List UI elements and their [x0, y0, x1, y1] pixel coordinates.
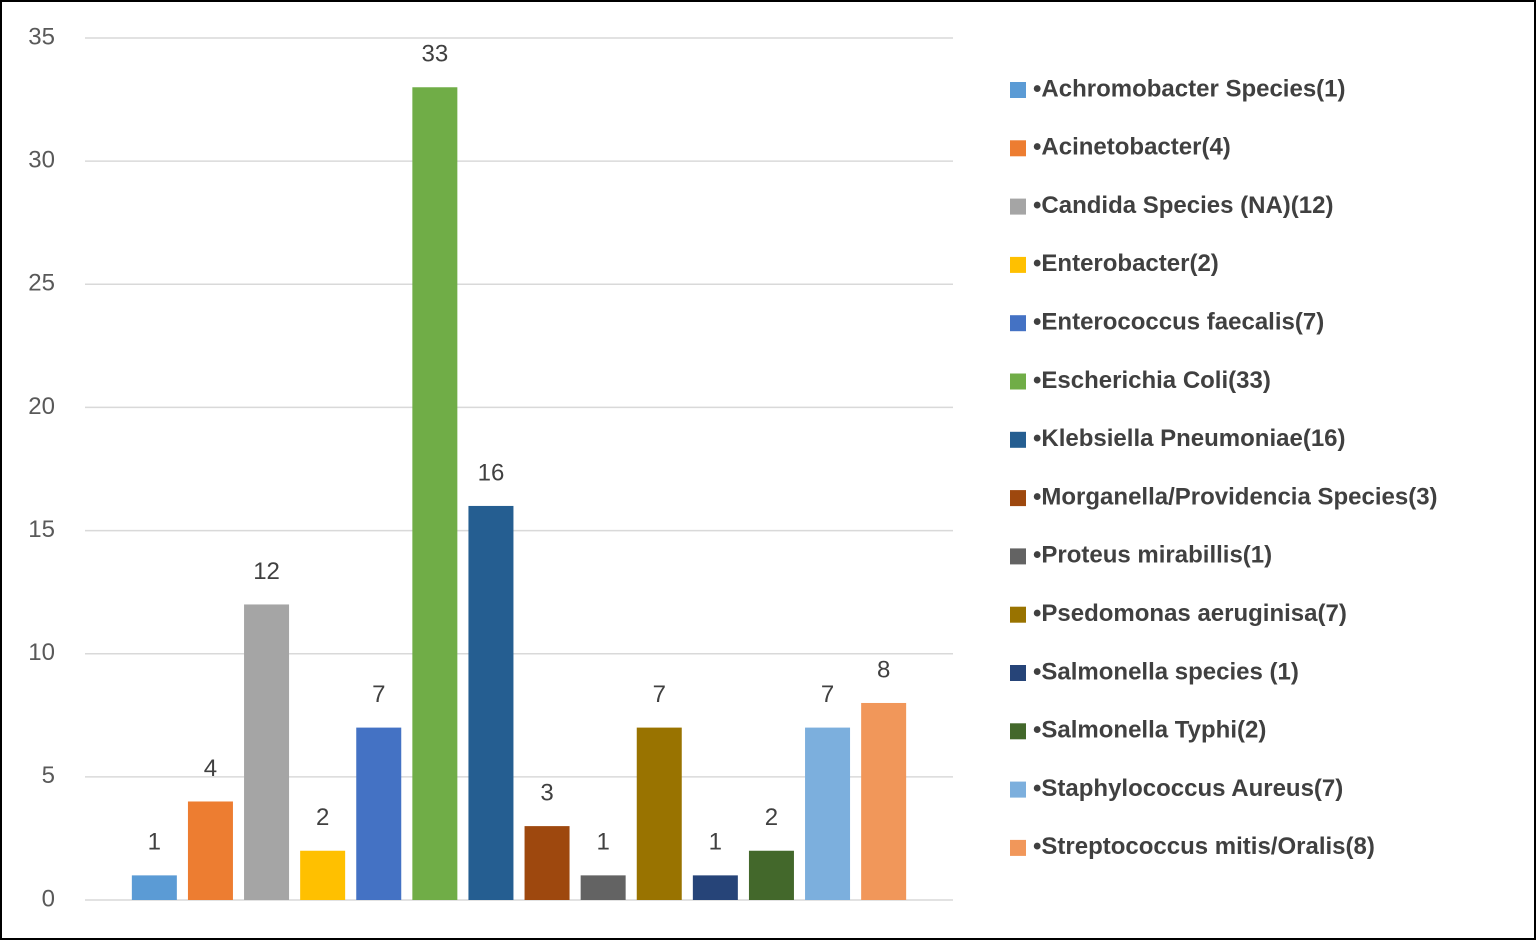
legend-label: •Candida Species (NA)(12): [1033, 192, 1333, 219]
data-label: 7: [653, 681, 666, 708]
legend-label: •Salmonella Typhi(2): [1033, 717, 1266, 744]
legend-label: •Achromobacter Species(1): [1033, 75, 1346, 102]
data-label: 1: [709, 829, 722, 856]
legend-label: •Morganella/Providencia Species(3): [1033, 483, 1438, 510]
legend-swatch: [1010, 839, 1026, 856]
legend-swatch: [1010, 723, 1026, 740]
data-label: 3: [540, 779, 553, 806]
bar: [412, 87, 458, 900]
legend-swatch: [1010, 665, 1026, 681]
bar: [187, 801, 233, 900]
data-label: 7: [372, 681, 385, 708]
data-label: 7: [821, 681, 834, 708]
y-tick-label: 5: [42, 762, 55, 789]
legend-label: •Staphylococcus Aureus(7): [1033, 775, 1343, 802]
y-tick-label: 25: [28, 270, 55, 297]
y-tick-label: 0: [42, 885, 55, 912]
legend-swatch: [1010, 373, 1026, 390]
legend-swatch: [1010, 82, 1026, 98]
bar: [524, 826, 570, 900]
legend-swatch: [1010, 315, 1026, 332]
bar: [131, 875, 177, 900]
bar: [300, 850, 346, 900]
bar: [580, 875, 626, 900]
data-label: 1: [148, 829, 161, 856]
y-tick-label: 10: [28, 639, 55, 666]
legend-label: •Acinetobacter(4): [1033, 134, 1231, 161]
legend-swatch: [1010, 140, 1026, 157]
legend-swatch: [1010, 548, 1026, 565]
y-tick-label: 15: [28, 516, 55, 543]
legend-label: •Salmonella species (1): [1033, 658, 1299, 685]
legend-label: •Escherichia Coli(33): [1033, 367, 1271, 394]
legend-swatch: [1010, 431, 1026, 448]
legend-swatch: [1010, 606, 1026, 623]
data-label: 12: [253, 558, 280, 585]
legend-label: •Enterococcus faecalis(7): [1033, 309, 1324, 336]
data-label: 33: [421, 41, 448, 68]
data-label: 16: [478, 459, 505, 486]
y-tick-label: 20: [28, 393, 55, 420]
bar: [805, 727, 851, 900]
legend-swatch: [1010, 490, 1026, 507]
legend-swatch: [1010, 198, 1026, 215]
legend-swatch: [1010, 781, 1026, 798]
data-label: 8: [877, 656, 890, 683]
legend-label: •Psedomonas aeruginisa(7): [1033, 600, 1347, 627]
legend-label: •Enterobacter(2): [1033, 250, 1219, 277]
bar: [356, 727, 402, 900]
legend-swatch: [1010, 256, 1026, 273]
bar: [244, 604, 290, 900]
legend-label: •Klebsiella Pneumoniae(16): [1033, 425, 1346, 452]
bar: [748, 850, 794, 900]
data-label: 1: [596, 829, 609, 856]
data-label: 4: [204, 755, 217, 782]
y-tick-label: 35: [28, 23, 55, 50]
bar: [861, 702, 907, 900]
data-label: 2: [316, 804, 329, 831]
data-label: 2: [765, 804, 778, 831]
y-tick-label: 30: [28, 146, 55, 173]
legend-label: •Streptococcus mitis/Oralis(8): [1033, 833, 1375, 860]
bar: [692, 875, 738, 900]
bar: [636, 727, 682, 900]
bar: [468, 505, 514, 900]
legend-label: •Proteus mirabillis(1): [1033, 542, 1272, 569]
